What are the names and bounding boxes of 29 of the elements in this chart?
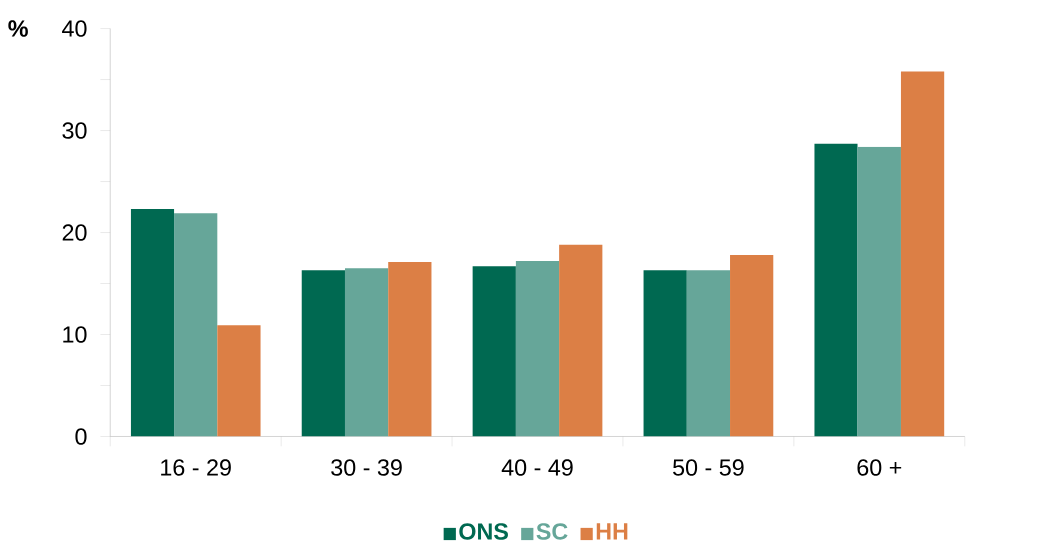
bar [643,270,687,437]
bar [515,261,560,437]
y-axis-title: % [8,20,28,37]
bar [388,262,432,437]
legend-label: ONS [459,523,508,540]
bar [472,266,516,437]
bar [857,146,901,437]
bar [344,268,389,437]
bar [900,71,945,437]
bar [174,213,218,437]
legend-label: HH [596,523,628,540]
bar [730,254,774,437]
x-tick-label: 60 + [857,459,902,476]
bar [686,270,731,437]
x-tick-label: 50 - 59 [673,459,744,476]
bar [301,270,345,437]
y-tick-label: 40 [62,20,87,37]
bar [130,209,175,437]
bar [217,325,261,437]
y-tick-label: 10 [63,326,87,343]
x-tick-label: 40 - 49 [501,459,573,476]
legend-label: SC [536,523,568,540]
bar [814,143,858,437]
bar [559,244,603,437]
y-tick-label: 30 [62,122,87,139]
x-tick-label: 16 - 29 [161,459,231,476]
y-tick-label: 20 [62,224,87,241]
y-tick-label: 0 [75,428,87,445]
x-tick-label: 30 - 39 [331,459,402,476]
